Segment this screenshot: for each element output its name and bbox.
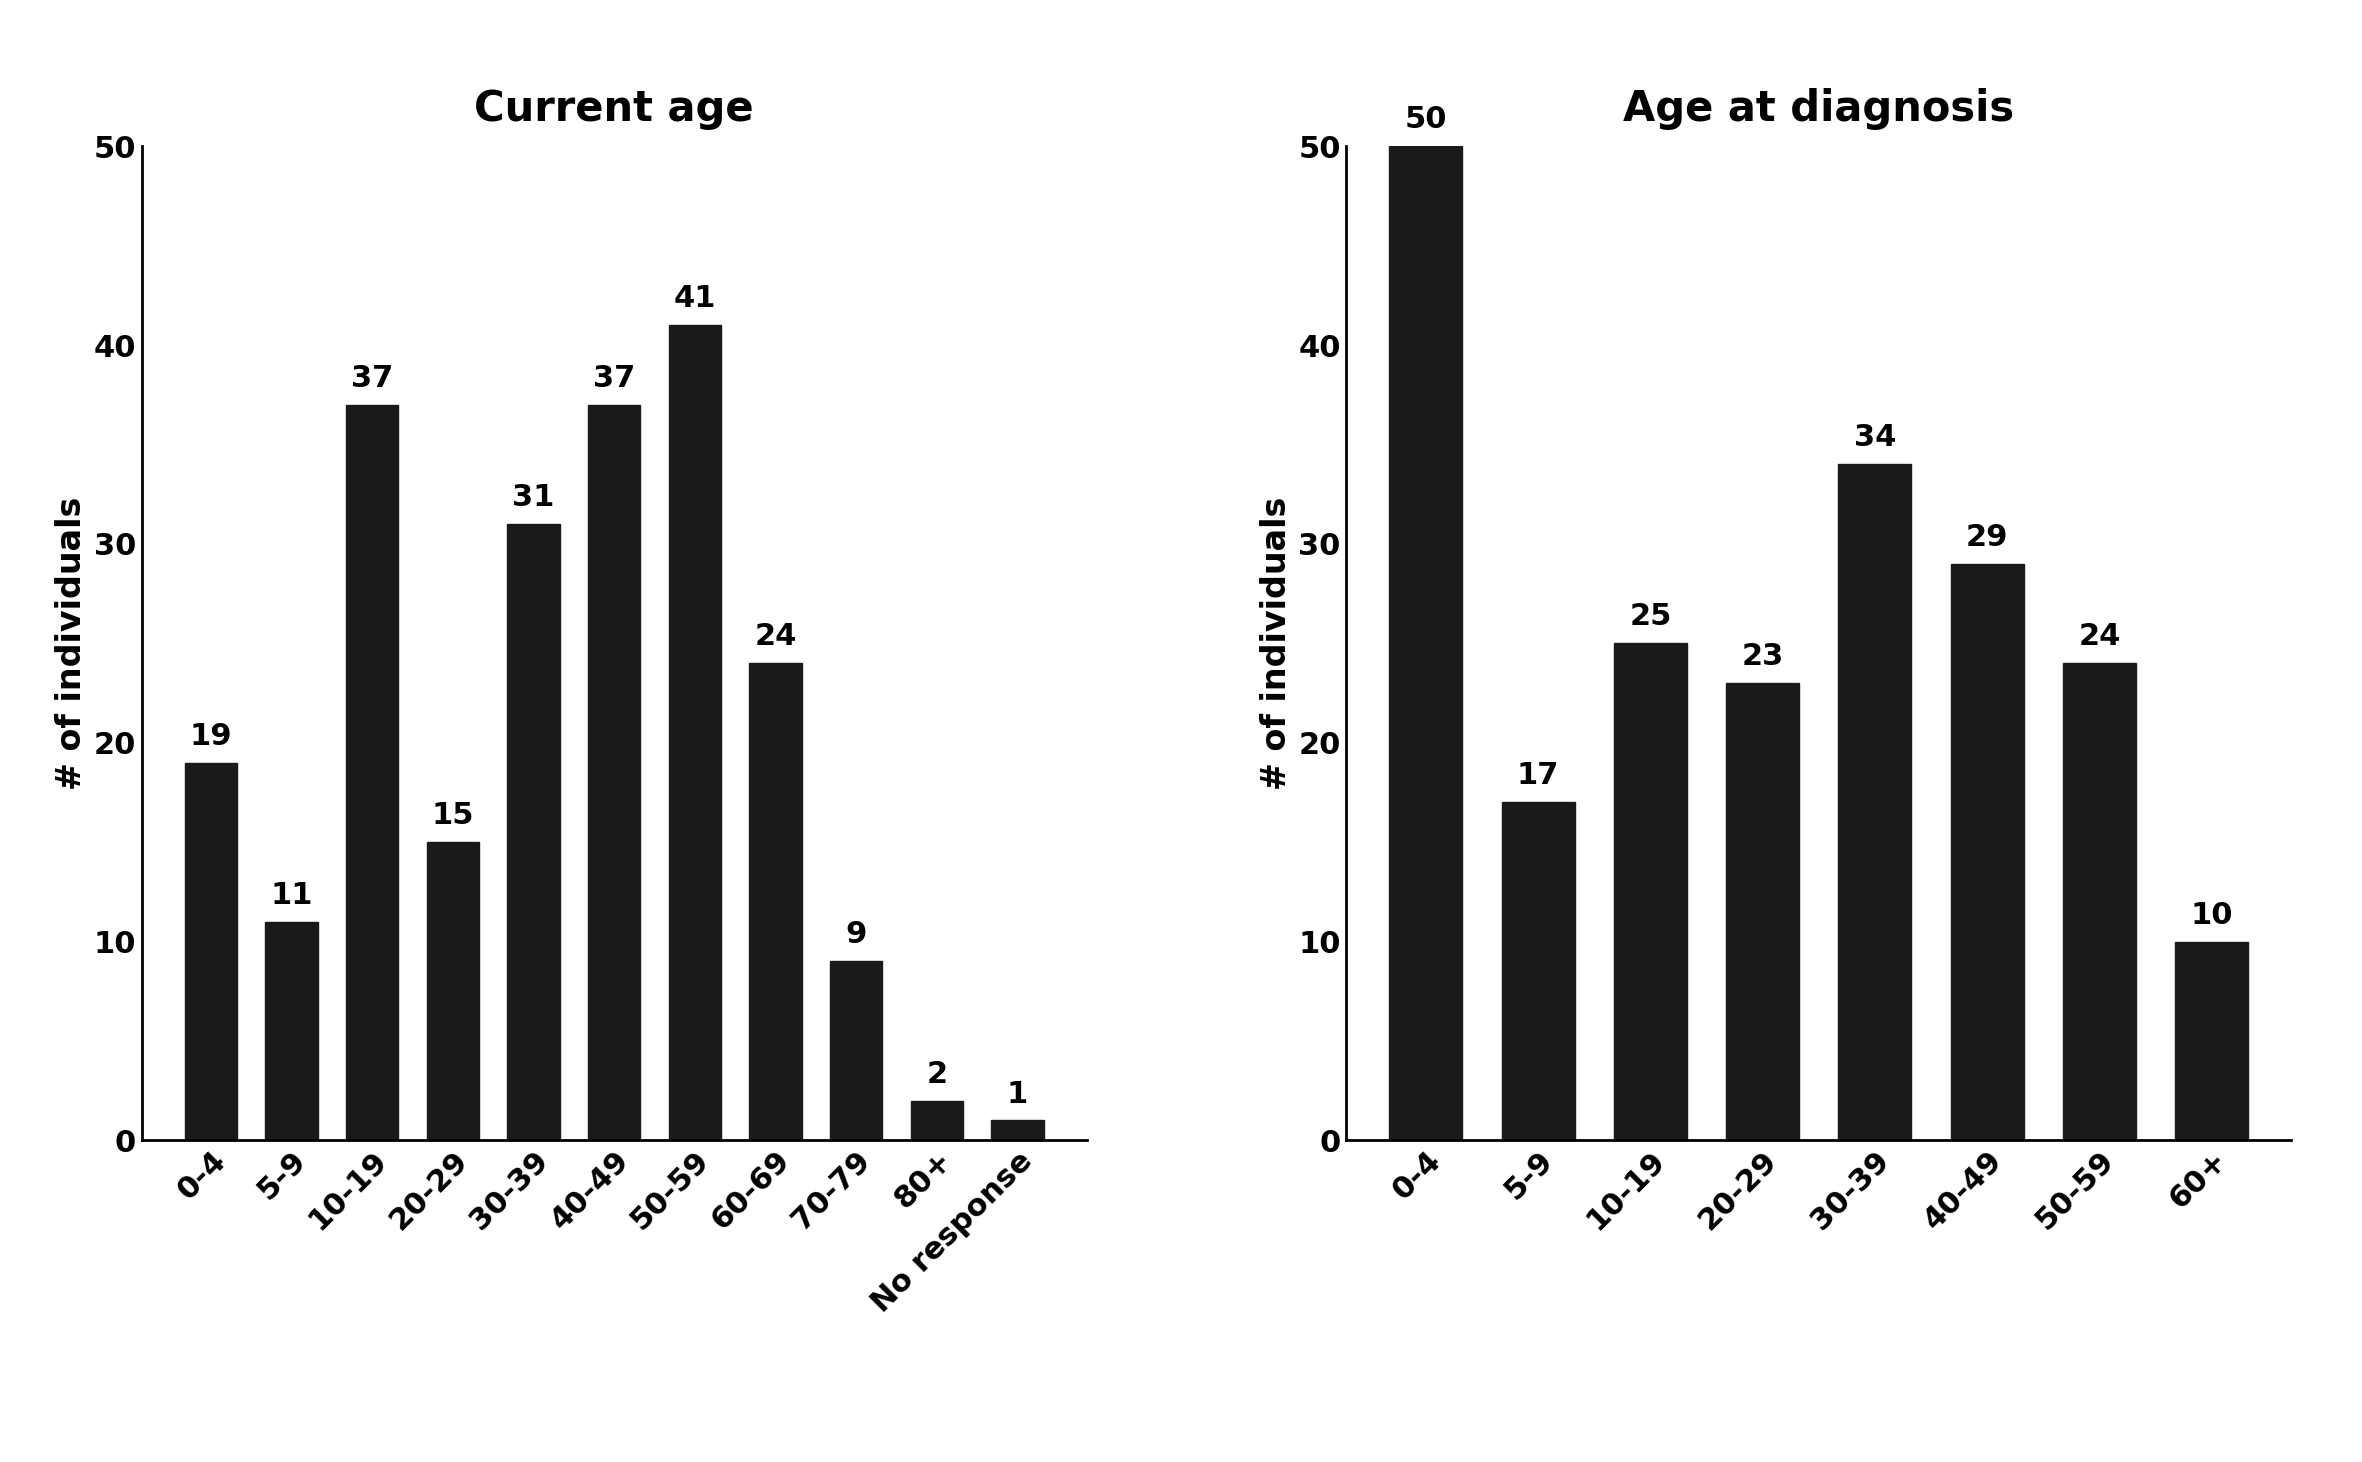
Text: 25: 25 (1630, 602, 1672, 632)
Text: 37: 37 (593, 364, 635, 393)
Bar (992, 1120, 1044, 1140)
Bar (588, 405, 640, 1140)
Bar (1727, 683, 1800, 1140)
Y-axis label: # of individuals: # of individuals (1259, 497, 1292, 789)
Text: 19: 19 (189, 722, 231, 750)
Text: 11: 11 (269, 880, 312, 909)
Bar (1838, 465, 1911, 1140)
Text: 17: 17 (1516, 762, 1559, 791)
Text: 24: 24 (2079, 623, 2121, 651)
Bar (749, 664, 801, 1140)
Bar (909, 1101, 964, 1140)
Bar (2175, 942, 2249, 1140)
Text: 23: 23 (1741, 642, 1783, 671)
Y-axis label: # of individuals: # of individuals (54, 497, 87, 789)
Bar (829, 962, 883, 1140)
Text: 2: 2 (926, 1060, 947, 1089)
Text: 9: 9 (846, 921, 867, 949)
Title: Age at diagnosis: Age at diagnosis (1623, 88, 2015, 130)
Text: 24: 24 (753, 623, 796, 651)
Bar (1502, 803, 1575, 1140)
Text: 34: 34 (1854, 424, 1897, 452)
Text: 50: 50 (1405, 105, 1448, 135)
Bar (1613, 643, 1686, 1140)
Bar (668, 325, 720, 1140)
Text: 1: 1 (1006, 1079, 1027, 1108)
Bar (345, 405, 399, 1140)
Bar (428, 842, 479, 1140)
Text: 31: 31 (513, 482, 555, 512)
Text: 10: 10 (2190, 901, 2232, 930)
Text: 15: 15 (432, 801, 475, 830)
Text: 41: 41 (673, 284, 716, 313)
Text: 29: 29 (1965, 523, 2008, 551)
Bar (1951, 564, 2024, 1140)
Text: 37: 37 (352, 364, 394, 393)
Bar (184, 763, 236, 1140)
Bar (1389, 146, 1462, 1140)
Bar (265, 921, 319, 1140)
Bar (508, 523, 560, 1140)
Bar (2062, 664, 2135, 1140)
Title: Current age: Current age (475, 88, 753, 130)
